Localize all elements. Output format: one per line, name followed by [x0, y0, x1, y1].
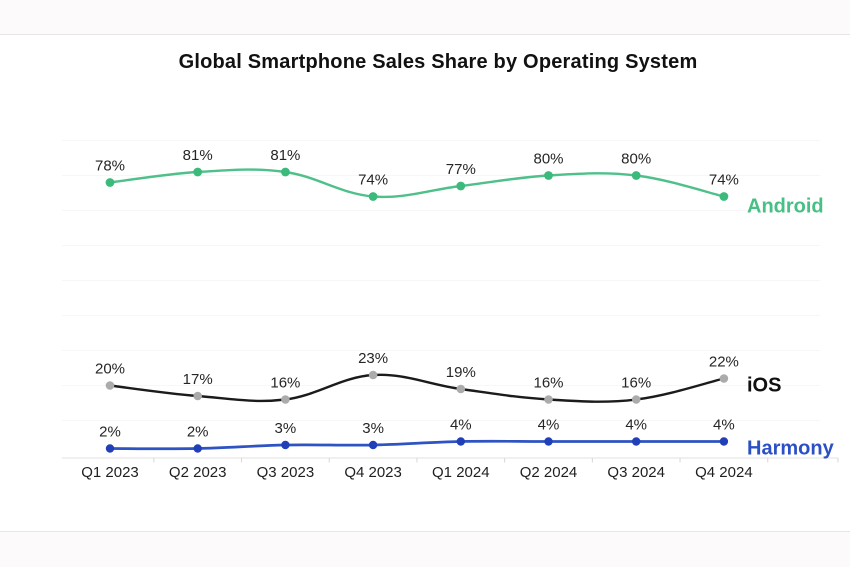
harmony-point — [456, 437, 465, 446]
ios-data-label: 22% — [709, 354, 739, 371]
ios-data-label: 16% — [621, 375, 651, 392]
harmony-data-label: 3% — [275, 420, 297, 437]
harmony-point — [368, 440, 378, 450]
android-data-label: 81% — [183, 147, 213, 164]
harmony-data-label: 4% — [625, 417, 647, 434]
harmony-data-label: 2% — [99, 424, 121, 441]
harmony-data-label: 2% — [187, 424, 209, 441]
x-axis-label: Q3 2024 — [607, 464, 665, 481]
x-axis-label: Q1 2024 — [432, 464, 490, 481]
harmony-data-label: 4% — [538, 417, 560, 434]
android-data-label: 81% — [270, 147, 300, 164]
android-point — [719, 192, 729, 201]
android-point — [456, 181, 466, 191]
android-point — [105, 178, 115, 187]
android-data-label: 80% — [621, 151, 651, 168]
ios-point — [281, 395, 290, 404]
harmony-data-label: 4% — [450, 417, 472, 434]
ios-point — [544, 395, 553, 404]
ios-data-label: 17% — [183, 371, 213, 388]
ios-point — [193, 391, 202, 401]
ios-line — [108, 373, 726, 403]
android-point — [368, 192, 378, 201]
x-axis-label: Q3 2023 — [257, 464, 315, 481]
ios-point — [105, 381, 115, 390]
harmony-series-label: Harmony — [747, 438, 835, 460]
ios-data-label: 23% — [358, 350, 388, 367]
harmony-point — [544, 437, 553, 446]
android-point — [281, 167, 290, 177]
android-line — [108, 168, 726, 199]
chart-title: Global Smartphone Sales Share by Operati… — [178, 51, 698, 73]
ios-point — [368, 370, 378, 380]
ios-point — [631, 395, 641, 404]
android-point — [631, 171, 641, 180]
android-point — [544, 171, 553, 180]
x-axis-label: Q1 2023 — [81, 464, 139, 481]
harmony-line — [108, 439, 726, 451]
x-axis-label: Q2 2024 — [520, 464, 578, 481]
harmony-point — [105, 444, 115, 453]
android-data-label: 80% — [533, 151, 563, 168]
android-series-label: Android — [747, 196, 824, 218]
android-data-label: 78% — [95, 158, 125, 175]
harmony-data-label: 4% — [713, 417, 735, 434]
android-point — [193, 167, 203, 177]
ios-point — [456, 384, 466, 394]
harmony-point — [719, 437, 729, 446]
harmony-point — [632, 437, 641, 446]
harmony-point — [193, 444, 202, 453]
ios-point — [719, 374, 729, 383]
ios-data-label: 16% — [533, 375, 563, 392]
harmony-data-label: 3% — [362, 420, 384, 437]
android-data-label: 74% — [358, 172, 388, 189]
ios-data-label: 19% — [446, 364, 476, 381]
x-axis-label: Q2 2023 — [169, 464, 227, 481]
x-axis-label: Q4 2023 — [344, 464, 402, 481]
ios-data-label: 16% — [270, 375, 300, 392]
x-axis-label: Q4 2024 — [695, 464, 753, 481]
android-data-label: 77% — [446, 161, 476, 178]
ios-series-label: iOS — [747, 375, 781, 397]
android-data-label: 74% — [709, 172, 739, 189]
ios-data-label: 20% — [95, 361, 125, 378]
harmony-point — [281, 440, 290, 450]
